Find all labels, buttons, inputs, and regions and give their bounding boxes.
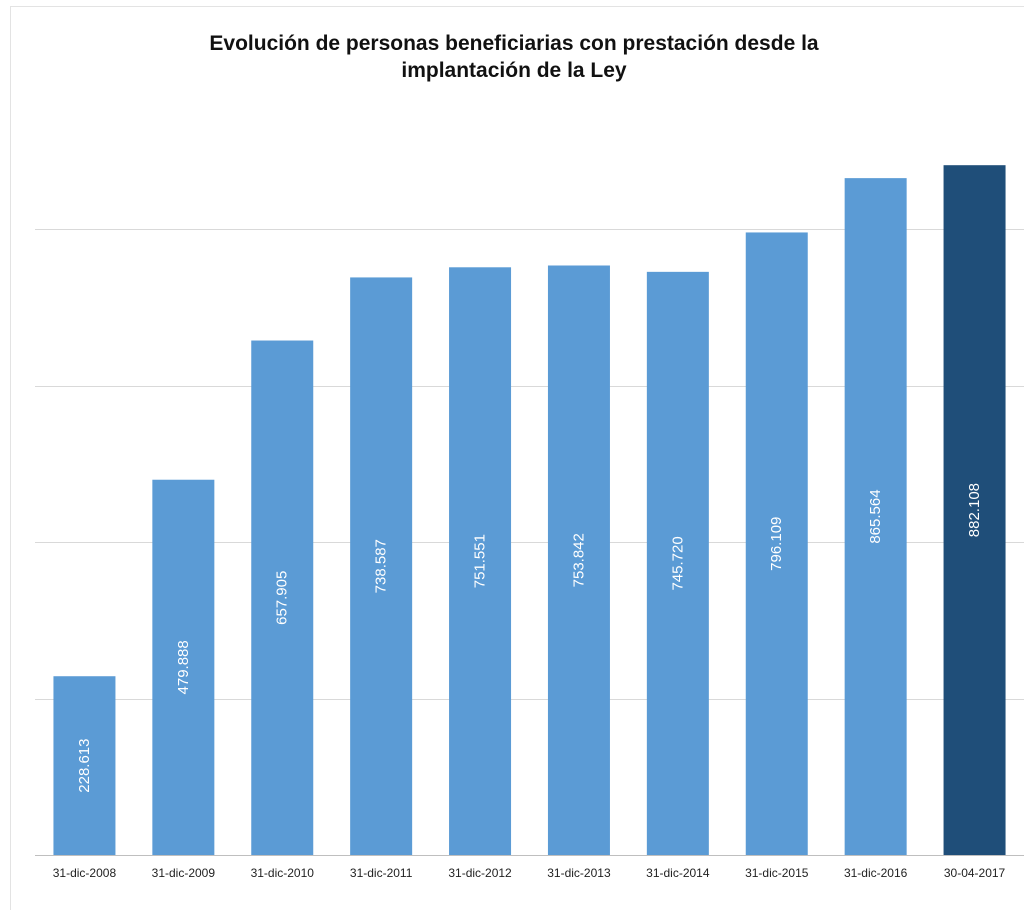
bar-31-dic-2009	[152, 479, 215, 855]
bar-31-dic-2012	[449, 267, 512, 855]
x-tick-label: 31-dic-2010	[251, 866, 315, 880]
x-tick-label: 31-dic-2016	[844, 866, 908, 880]
bar-value-label: 228.613	[76, 738, 93, 792]
x-tick-label: 31-dic-2013	[547, 866, 611, 880]
bar-31-dic-2008	[53, 676, 116, 855]
x-tick-label: 31-dic-2015	[745, 866, 809, 880]
bar-value-label: 865.564	[867, 489, 884, 543]
x-tick-label: 31-dic-2014	[646, 866, 710, 880]
chart-title-line-1: Evolución de personas beneficiarias con …	[209, 32, 819, 55]
bar-value-label: 751.551	[472, 534, 489, 588]
bar-value-label: 745.720	[669, 536, 686, 590]
bar-value-label: 796.109	[768, 517, 785, 571]
x-tick-label: 31-dic-2011	[350, 866, 413, 880]
bar-31-dic-2014	[646, 271, 709, 856]
bar-30-04-2017	[943, 165, 1006, 856]
chart-title: Evolución de personas beneficiarias con …	[0, 30, 1028, 84]
bar-value-label: 738.587	[373, 539, 390, 593]
bar-31-dic-2016	[844, 178, 907, 855]
x-tick-label: 31-dic-2012	[448, 866, 512, 880]
x-tick-label: 31-dic-2009	[152, 866, 216, 880]
x-tick-label: 31-dic-2008	[53, 866, 117, 880]
chart-title-line-2: implantación de la Ley	[401, 59, 627, 82]
bar-31-dic-2015	[745, 232, 808, 856]
bar-31-dic-2013	[547, 265, 610, 855]
x-tick-label: 30-04-2017	[944, 866, 1006, 880]
bar-value-label: 753.842	[570, 533, 587, 587]
bar-31-dic-2010	[251, 340, 314, 855]
bar-value-label: 657.905	[274, 571, 291, 625]
bar-value-label: 479.888	[175, 640, 192, 694]
bar-31-dic-2011	[350, 277, 413, 856]
chart-frame	[10, 6, 1024, 910]
bar-value-label: 882.108	[966, 483, 983, 537]
